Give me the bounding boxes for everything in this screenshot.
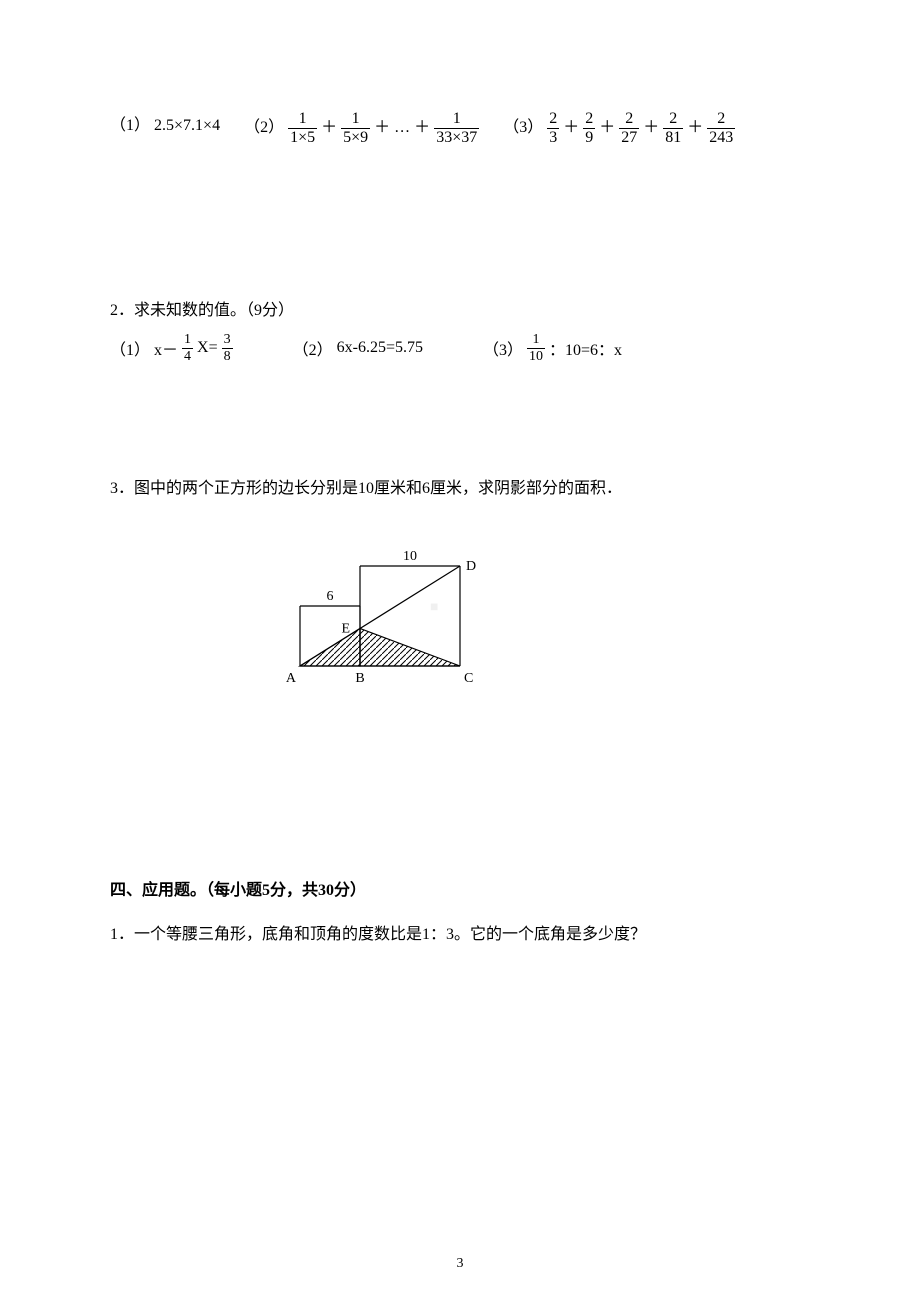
p1-sub3-frac5: 2 243	[707, 110, 735, 146]
num: 2	[663, 110, 683, 128]
p2-sub2-expr: 6x-6.25=5.75	[337, 339, 423, 357]
num: 2	[707, 110, 735, 128]
num: 2	[547, 110, 559, 128]
den: 243	[707, 128, 735, 147]
p2-sub1: （1） x－ 1 4 X= 3 8	[110, 332, 233, 364]
problem-3: 3．图中的两个正方形的边长分别是10厘米和6厘米，求阴影部分的面积． 10 6 A B…	[110, 474, 810, 686]
p1-sub3-frac3: 2 27	[619, 110, 639, 146]
svg-text:6: 6	[327, 589, 334, 604]
p1-sub2-frac2: 1 5×9	[341, 110, 370, 146]
p2-sub1-frac1: 1 4	[182, 332, 193, 364]
den: 8	[222, 348, 233, 364]
p1-sub3-label: （3）	[503, 112, 543, 144]
plus: ＋	[599, 112, 615, 144]
den: 9	[583, 128, 595, 147]
plus: ＋	[374, 112, 390, 144]
num: 3	[222, 332, 233, 347]
plus: ＋	[687, 112, 703, 144]
plus: ＋	[643, 112, 659, 144]
svg-text:D: D	[466, 559, 476, 574]
den: 27	[619, 128, 639, 147]
watermark: ■	[430, 600, 438, 616]
num: 1	[527, 332, 545, 347]
section-4: 四、应用题。（每小题5分，共30分） 1．一个等腰三角形，底角和顶角的度数比是1…	[110, 876, 810, 944]
num: 1	[434, 110, 479, 128]
page-number: 3	[0, 1256, 920, 1272]
p1-sub3-frac2: 2 9	[583, 110, 595, 146]
num: 2	[619, 110, 639, 128]
problem-2-row: （1） x－ 1 4 X= 3 8 （2） 6x-6.25=5.75 （3）	[110, 332, 810, 364]
num: 2	[583, 110, 595, 128]
problem-2: 2．求未知数的值。（9分） （1） x－ 1 4 X= 3 8 （2） 6x-6…	[110, 296, 810, 364]
svg-text:B: B	[355, 671, 364, 686]
problem-1-row: （1） 2.5×7.1×4 （2） 1 1×5 ＋ 1 5×9 ＋ … ＋ 1 …	[110, 110, 810, 146]
p1-sub1: （1） 2.5×7.1×4	[110, 110, 220, 142]
p2-sub3-frac: 1 10	[527, 332, 545, 364]
svg-text:E: E	[341, 621, 350, 636]
p1-sub3: （3） 2 3 ＋ 2 9 ＋ 2 27 ＋ 2 81 ＋ 2 2	[503, 110, 735, 146]
squares-svg: 10 6 A B C D E	[280, 516, 550, 686]
p1-sub2-frac1: 1 1×5	[288, 110, 317, 146]
section-4-heading: 四、应用题。（每小题5分，共30分）	[110, 876, 810, 900]
plus: ＋	[563, 112, 579, 144]
p1-sub1-expr: 2.5×7.1×4	[154, 110, 220, 142]
p1-sub1-label: （1）	[110, 110, 150, 142]
p1-sub2: （2） 1 1×5 ＋ 1 5×9 ＋ … ＋ 1 33×37	[244, 110, 479, 146]
p2-sub3-tail: ：10=6：x	[549, 336, 622, 360]
p1-sub3-frac1: 2 3	[547, 110, 559, 146]
num: 1	[288, 110, 317, 128]
p2-sub2: （2） 6x-6.25=5.75	[293, 332, 423, 364]
svg-text:A: A	[286, 671, 297, 686]
problem-2-title: 2．求未知数的值。（9分）	[110, 296, 810, 320]
plus: ＋	[321, 112, 337, 144]
num: 1	[182, 332, 193, 347]
den: 4	[182, 348, 193, 364]
den: 81	[663, 128, 683, 147]
ellipsis: …	[394, 112, 410, 144]
p2-sub1-label: （1）	[110, 336, 150, 360]
squares-diagram: 10 6 A B C D E	[280, 516, 810, 686]
p2-sub3: （3） 1 10 ：10=6：x	[483, 332, 622, 364]
p2-sub2-label: （2）	[293, 336, 333, 360]
p1-sub2-label: （2）	[244, 112, 284, 144]
p1-sub3-frac4: 2 81	[663, 110, 683, 146]
p2-sub1-frac2: 3 8	[222, 332, 233, 364]
den: 5×9	[341, 128, 370, 147]
p2-sub3-label: （3）	[483, 336, 523, 360]
problem-3-title: 3．图中的两个正方形的边长分别是10厘米和6厘米，求阴影部分的面积．	[110, 474, 810, 498]
svg-text:C: C	[464, 671, 473, 686]
den: 33×37	[434, 128, 479, 147]
p1-sub2-frac3: 1 33×37	[434, 110, 479, 146]
den: 3	[547, 128, 559, 147]
num: 1	[341, 110, 370, 128]
den: 10	[527, 348, 545, 364]
p2-sub1-mid: X=	[197, 339, 218, 357]
den: 1×5	[288, 128, 317, 147]
section-4-q1: 1．一个等腰三角形，底角和顶角的度数比是1：3。它的一个底角是多少度？	[110, 920, 810, 944]
p2-sub1-lead: x－	[154, 336, 178, 360]
svg-text:10: 10	[403, 549, 417, 564]
plus: ＋	[414, 112, 430, 144]
